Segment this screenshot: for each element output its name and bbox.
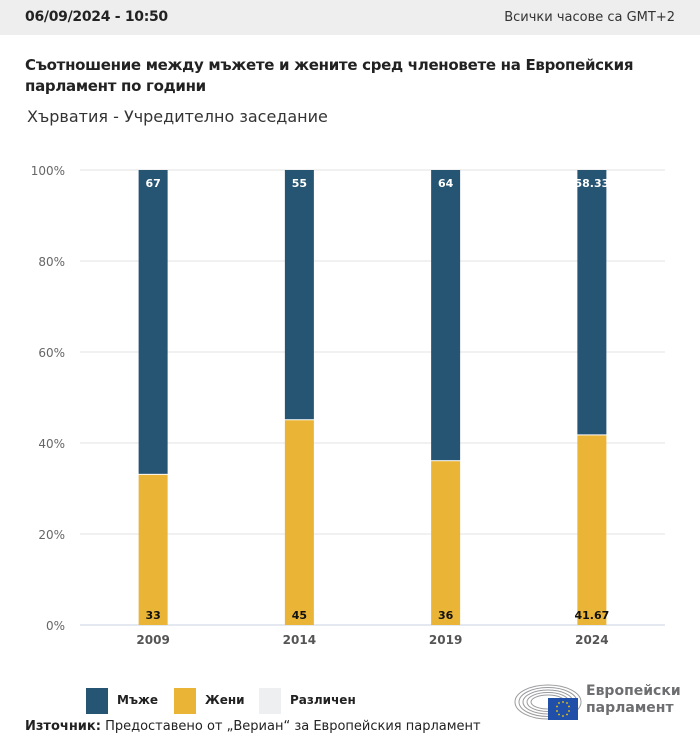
source-text: Предоставено от „Вериан“ за Европейския … (100, 719, 481, 734)
bar-men-2009[interactable] (138, 170, 168, 474)
legend-swatch-other (259, 688, 281, 714)
x-tick-label: 2009 (136, 633, 169, 647)
logo-line1: Европейски (586, 683, 681, 699)
data-label-women: 36 (438, 609, 454, 622)
y-tick-label: 80% (38, 255, 65, 269)
bar-women-2019[interactable] (431, 461, 461, 625)
source-note: Източник: Предоставено от „Вериан“ за Ев… (25, 719, 481, 734)
stacked-bar-chart: 0% 20% 40% 60% 80% 100% 67 33 55 45 64 36 58.33 41.6… (31, 164, 665, 647)
data-label-women: 33 (145, 609, 160, 622)
legend-swatch-women (174, 688, 196, 714)
data-label-women: 45 (292, 609, 307, 622)
logo-line2: парламент (586, 700, 674, 716)
bar-women-2024[interactable] (577, 435, 607, 625)
legend-label-men: Мъже (117, 693, 159, 707)
data-label-women: 41.67 (574, 609, 609, 622)
legend-label-women: Жени (205, 693, 245, 707)
y-axis-ticks: 0% 20% 40% 60% 80% 100% (31, 164, 65, 633)
data-label-men: 64 (438, 177, 454, 190)
data-label-men: 55 (292, 177, 307, 190)
x-tick-label: 2014 (283, 633, 316, 647)
source-label: Източник: (25, 719, 101, 734)
data-label-men: 58.33 (574, 177, 609, 190)
bar-men-2024[interactable] (577, 170, 607, 435)
top-bar: 06/09/2024 - 10:50 Всички часове са GMT+… (0, 0, 700, 35)
european-parliament-wordmark: Европейски парламент (586, 683, 681, 717)
y-tick-label: 0% (46, 619, 65, 633)
y-tick-label: 20% (38, 528, 65, 542)
y-tick-label: 60% (38, 346, 65, 360)
y-tick-label: 40% (38, 437, 65, 451)
legend-label-other: Различен (290, 693, 356, 707)
gridlines (80, 169, 665, 626)
chart-title: Съотношение между мъжете и жените сред ч… (25, 56, 634, 95)
timezone-note: Всички часове са GMT+2 (504, 10, 675, 25)
y-tick-label: 100% (31, 164, 65, 178)
bars: 67 33 55 45 64 36 58.33 41.67 (138, 170, 609, 625)
bar-men-2014[interactable] (284, 170, 314, 420)
bar-men-2019[interactable] (431, 170, 461, 461)
x-axis-ticks: 2009 2014 2019 2024 (136, 633, 608, 647)
x-tick-label: 2019 (429, 633, 462, 647)
european-parliament-logo: Европейски парламент (514, 680, 684, 722)
legend-swatch-men (86, 688, 108, 714)
hemicycle-eu-flag-icon (514, 684, 582, 720)
bar-women-2009[interactable] (138, 474, 168, 625)
chart-subtitle: Хърватия - Учредително заседание (27, 107, 328, 126)
data-label-men: 67 (145, 177, 160, 190)
x-tick-label: 2024 (575, 633, 608, 647)
bar-women-2014[interactable] (284, 420, 314, 625)
datetime: 06/09/2024 - 10:50 (25, 9, 168, 25)
